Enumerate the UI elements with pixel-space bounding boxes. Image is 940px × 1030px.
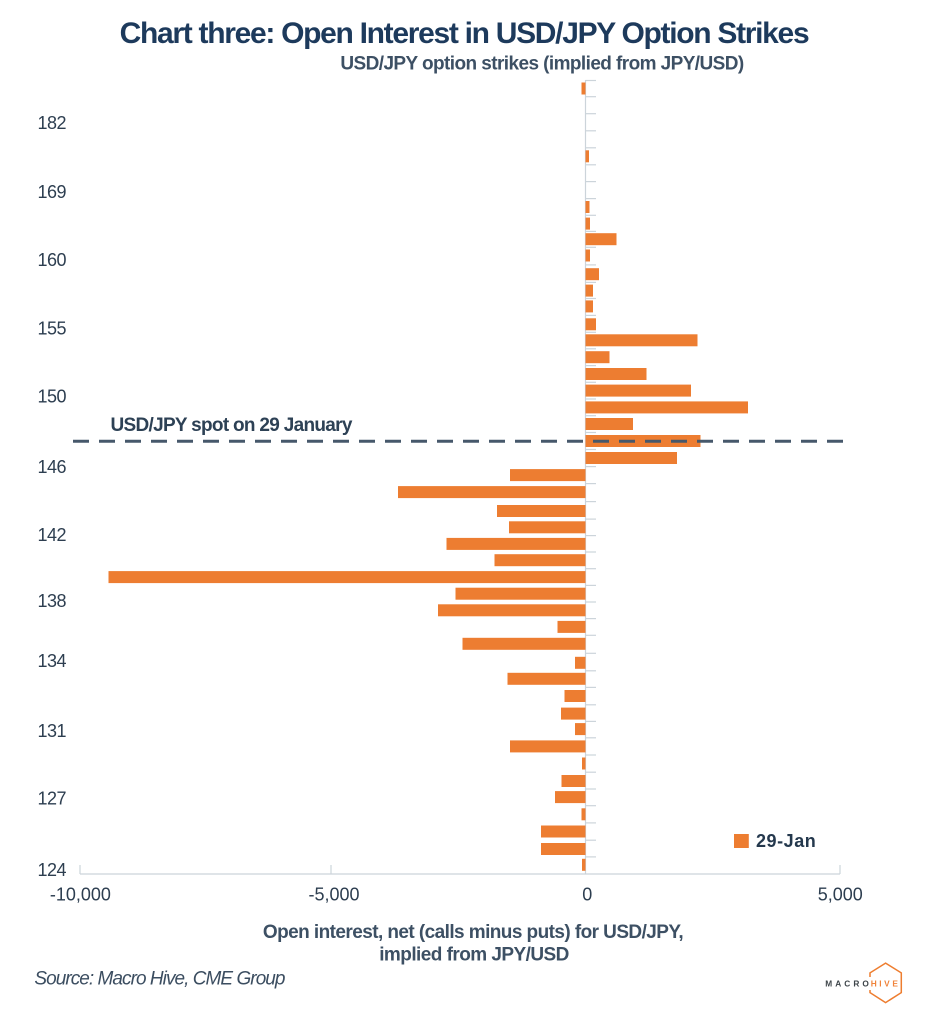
svg-text:HIVE: HIVE <box>871 978 901 988</box>
svg-text:-10,000: -10,000 <box>50 884 111 904</box>
svg-text:127: 127 <box>37 789 66 809</box>
svg-text:131: 131 <box>37 721 66 741</box>
svg-text:5,000: 5,000 <box>818 884 863 904</box>
svg-text:146: 146 <box>37 457 66 477</box>
svg-text:29-Jan: 29-Jan <box>756 831 816 851</box>
svg-text:MACRO: MACRO <box>825 978 872 988</box>
svg-text:Open interest, net (calls minu: Open interest, net (calls minus puts) fo… <box>263 922 683 943</box>
svg-text:160: 160 <box>37 250 66 270</box>
svg-text:implied from JPY/USD: implied from JPY/USD <box>379 945 569 966</box>
svg-text:-5,000: -5,000 <box>308 884 359 904</box>
svg-text:0: 0 <box>582 884 592 904</box>
svg-text:124: 124 <box>37 860 66 880</box>
svg-text:155: 155 <box>37 318 66 338</box>
svg-text:138: 138 <box>37 591 66 611</box>
svg-text:142: 142 <box>37 525 66 545</box>
svg-text:134: 134 <box>37 651 66 671</box>
svg-text:USD/JPY spot on 29 January: USD/JPY spot on 29 January <box>111 415 353 436</box>
svg-text:Source: Macro Hive, CME Group: Source: Macro Hive, CME Group <box>34 969 285 990</box>
svg-text:150: 150 <box>37 386 66 406</box>
svg-text:Chart three: Open Interest in: Chart three: Open Interest in USD/JPY Op… <box>120 17 809 50</box>
svg-text:169: 169 <box>37 182 66 202</box>
svg-text:182: 182 <box>37 113 66 133</box>
svg-text:USD/JPY option strikes (implie: USD/JPY option strikes (implied from JPY… <box>340 54 743 75</box>
